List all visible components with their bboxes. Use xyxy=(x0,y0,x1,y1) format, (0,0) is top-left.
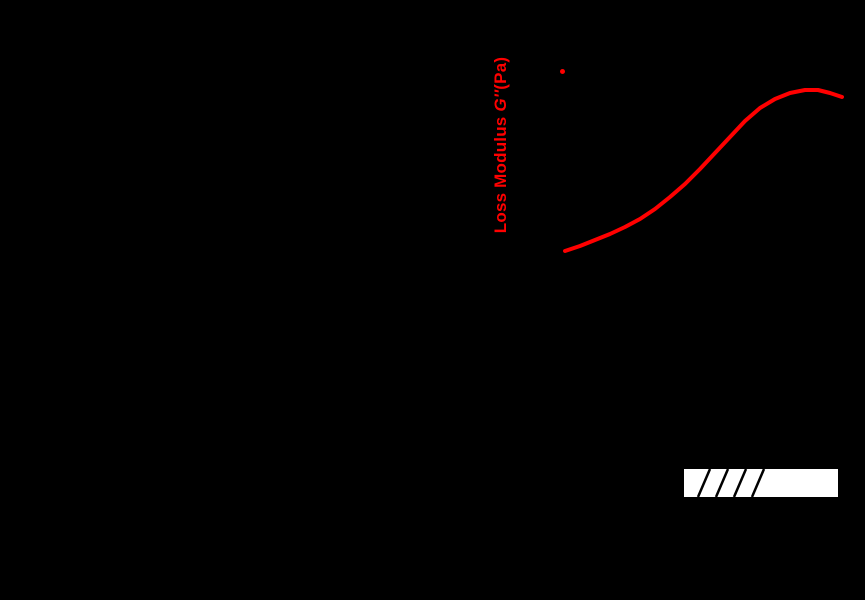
legend-marker-dot xyxy=(560,69,565,74)
right-y-axis-label-prefix: Loss Modulus xyxy=(491,111,510,234)
hatched-region xyxy=(684,469,838,497)
right-y-axis-label: Loss Modulus G''(Pa) xyxy=(491,57,511,233)
right-y-axis-label-symbol: G'' xyxy=(491,89,510,112)
hatch-lines xyxy=(696,469,766,497)
loss-modulus-line xyxy=(563,88,844,253)
right-y-axis-label-suffix: (Pa) xyxy=(491,56,510,90)
